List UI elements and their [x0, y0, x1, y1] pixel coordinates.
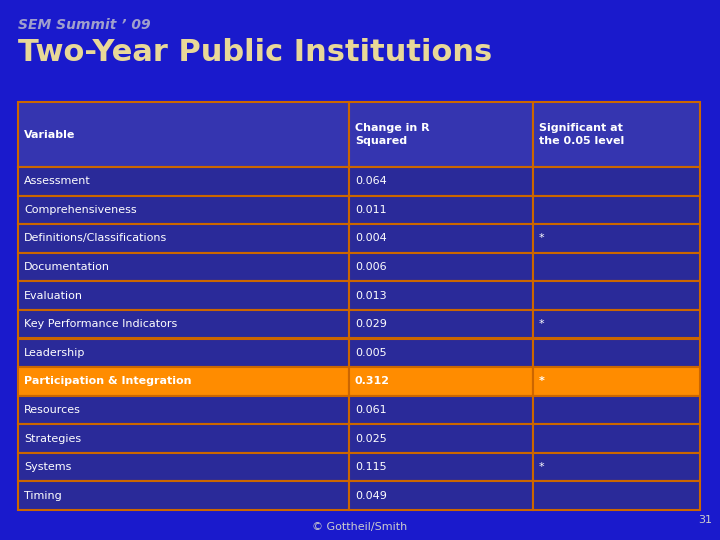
- Bar: [18, 367, 348, 396]
- Text: 0.011: 0.011: [355, 205, 387, 215]
- Bar: [533, 424, 700, 453]
- Text: 0.064: 0.064: [355, 176, 387, 186]
- Text: Resources: Resources: [24, 405, 81, 415]
- Text: 0.004: 0.004: [355, 233, 387, 244]
- Text: Evaluation: Evaluation: [24, 291, 83, 301]
- Text: Two-Year Public Institutions: Two-Year Public Institutions: [18, 38, 492, 67]
- Bar: [18, 102, 348, 167]
- Bar: [18, 396, 348, 424]
- Bar: [533, 167, 700, 195]
- Bar: [18, 195, 348, 224]
- Bar: [348, 253, 533, 281]
- Bar: [18, 339, 348, 367]
- Text: *: *: [539, 319, 544, 329]
- Text: SEM Summit ’ 09: SEM Summit ’ 09: [18, 18, 150, 32]
- Text: 0.005: 0.005: [355, 348, 387, 358]
- Bar: [533, 310, 700, 339]
- Text: Assessment: Assessment: [24, 176, 91, 186]
- Bar: [348, 453, 533, 482]
- Text: *: *: [539, 233, 544, 244]
- Bar: [348, 167, 533, 195]
- Bar: [533, 195, 700, 224]
- Text: Systems: Systems: [24, 462, 71, 472]
- Bar: [348, 367, 533, 396]
- Bar: [348, 281, 533, 310]
- Bar: [18, 453, 348, 482]
- Bar: [348, 424, 533, 453]
- Text: Timing: Timing: [24, 491, 62, 501]
- Text: Definitions/Classifications: Definitions/Classifications: [24, 233, 167, 244]
- Text: Strategies: Strategies: [24, 434, 81, 443]
- Bar: [18, 424, 348, 453]
- Text: © Gottheil/Smith: © Gottheil/Smith: [312, 522, 408, 532]
- Text: Significant at
the 0.05 level: Significant at the 0.05 level: [539, 123, 624, 146]
- Text: 0.025: 0.025: [355, 434, 387, 443]
- Text: Documentation: Documentation: [24, 262, 110, 272]
- Bar: [533, 453, 700, 482]
- Text: 0.029: 0.029: [355, 319, 387, 329]
- Text: 0.312: 0.312: [355, 376, 390, 387]
- Bar: [18, 482, 348, 510]
- Bar: [533, 339, 700, 367]
- Bar: [18, 281, 348, 310]
- Bar: [348, 396, 533, 424]
- Text: *: *: [539, 376, 545, 387]
- Text: 0.115: 0.115: [355, 462, 387, 472]
- Bar: [348, 482, 533, 510]
- Text: Leadership: Leadership: [24, 348, 86, 358]
- Bar: [348, 102, 533, 167]
- Text: Comprehensiveness: Comprehensiveness: [24, 205, 137, 215]
- Text: Key Performance Indicators: Key Performance Indicators: [24, 319, 177, 329]
- Text: *: *: [539, 462, 544, 472]
- Bar: [348, 195, 533, 224]
- Text: 31: 31: [698, 515, 712, 525]
- Bar: [533, 396, 700, 424]
- Bar: [533, 102, 700, 167]
- Bar: [18, 310, 348, 339]
- Text: 0.013: 0.013: [355, 291, 387, 301]
- Bar: [18, 253, 348, 281]
- Bar: [533, 281, 700, 310]
- Text: 0.006: 0.006: [355, 262, 387, 272]
- Text: Variable: Variable: [24, 130, 76, 139]
- Bar: [348, 310, 533, 339]
- Bar: [533, 253, 700, 281]
- Bar: [348, 339, 533, 367]
- Text: 0.061: 0.061: [355, 405, 387, 415]
- Bar: [533, 367, 700, 396]
- Bar: [533, 224, 700, 253]
- Text: Participation & Integration: Participation & Integration: [24, 376, 192, 387]
- Bar: [18, 167, 348, 195]
- Bar: [533, 482, 700, 510]
- Text: 0.049: 0.049: [355, 491, 387, 501]
- Bar: [18, 224, 348, 253]
- Bar: [348, 224, 533, 253]
- Text: Change in R
Squared: Change in R Squared: [355, 123, 429, 146]
